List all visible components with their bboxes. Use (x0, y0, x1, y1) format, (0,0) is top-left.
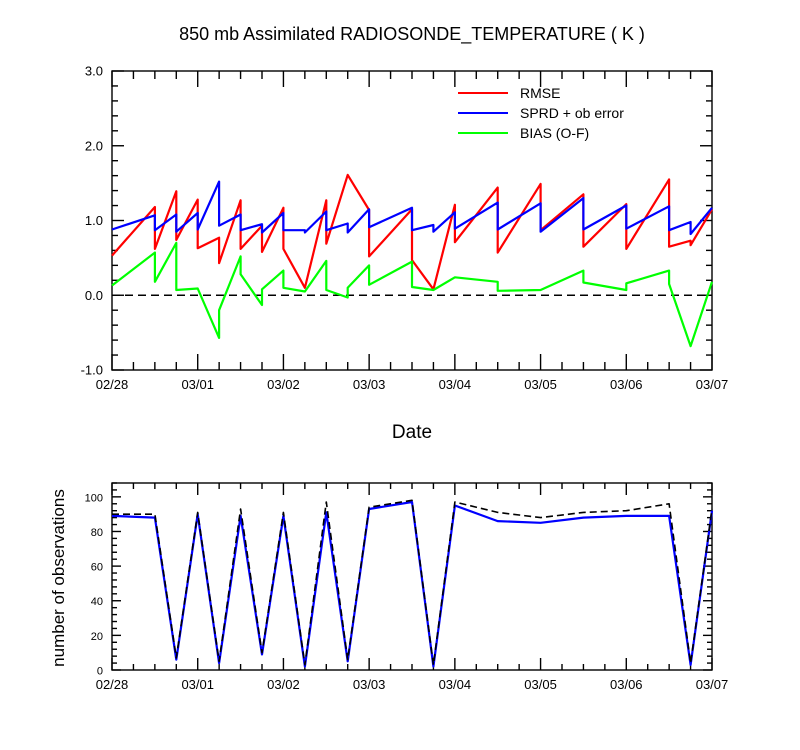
chart-title: 850 mb Assimilated RADIOSONDE_TEMPERATUR… (179, 24, 645, 45)
y-tick-label: 0 (97, 666, 103, 678)
series-line-used (111, 500, 714, 668)
x-tick-label: 03/01 (181, 377, 214, 392)
y-tick-label: 40 (91, 596, 103, 608)
legend-label: RMSE (520, 85, 560, 101)
x-tick-label: 03/06 (610, 377, 643, 392)
x-tick-label: 03/07 (696, 377, 729, 392)
series-line-possible (112, 499, 713, 666)
legend-label: SPRD + ob error (520, 105, 624, 121)
x-tick-label: 03/05 (524, 677, 557, 692)
x-tick-label: 03/04 (439, 677, 472, 692)
x-tick-label: 03/02 (267, 377, 300, 392)
legend-label: BIAS (O-F) (520, 125, 589, 141)
y-tick-label: 3.0 (85, 64, 103, 79)
series-line-sprd-ob-error (111, 180, 713, 236)
x-tick-label: 03/03 (353, 677, 386, 692)
y-tick-label: 100 (85, 492, 103, 504)
y-tick-label: 80 (91, 527, 103, 539)
x-tick-label: 03/04 (439, 377, 472, 392)
y-tick-label: -1.0 (81, 363, 103, 378)
x-tick-label: 03/07 (696, 677, 729, 692)
y-axis-label-bottom: number of observations (49, 489, 68, 667)
plot-frame (111, 482, 713, 671)
x-tick-label: 03/03 (353, 377, 386, 392)
x-axis-label: Date (392, 422, 432, 443)
x-tick-label: 02/28 (96, 377, 129, 392)
y-tick-label: 1.0 (85, 213, 103, 228)
x-tick-label: 03/05 (524, 377, 557, 392)
x-tick-label: 03/02 (267, 677, 300, 692)
series-line-bias-o-f (111, 241, 714, 348)
x-tick-label: 03/06 (610, 677, 643, 692)
x-tick-label: 02/28 (96, 677, 129, 692)
bottom-panel: 02/28 03/01 03/02 03/03 03/04 03/05 03/06 03/07… (85, 482, 729, 692)
top-panel: 02/28 03/01 03/02 03/03 03/04 03/05 03/06 03/07… (81, 64, 729, 393)
x-tick-label: 03/01 (181, 677, 214, 692)
y-tick-label: 2.0 (85, 138, 103, 153)
y-tick-label: 60 (91, 562, 103, 574)
y-tick-label: 20 (91, 631, 103, 643)
y-tick-label: 0.0 (85, 288, 103, 303)
